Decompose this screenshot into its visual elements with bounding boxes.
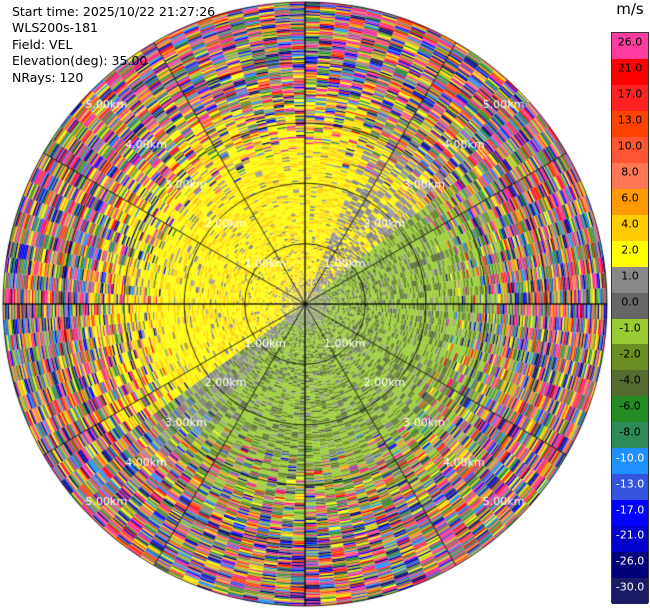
colorbar-unit: m/s — [616, 0, 644, 18]
colorbar-cell — [612, 422, 648, 449]
colorbar-cell — [612, 474, 648, 501]
colorbar-cell — [612, 240, 648, 268]
start-time: Start time: 2025/10/22 21:27:26 — [12, 4, 216, 19]
colorbar-cell — [612, 33, 648, 60]
colorbar-cell — [612, 84, 648, 112]
colorbar-cell — [612, 344, 648, 371]
colorbar-cell — [612, 292, 648, 319]
info-panel: Start time: 2025/10/22 21:27:26 WLS200s-1… — [12, 4, 215, 86]
colorbar-tick-label: -21.0 — [615, 528, 645, 542]
colorbar-tick-label: 17.0 — [617, 87, 643, 101]
colorbar-cell — [612, 552, 648, 579]
colorbar-cell — [612, 318, 648, 345]
colorbar-cell — [612, 526, 648, 553]
colorbar-cell — [612, 396, 648, 423]
nrays: NRays: 120 — [12, 69, 84, 85]
colorbar: 26.0 21.0 17.0 13.0 10.0 8.0 6.0 4.0 2.0 1.0 0.0 -1… — [611, 32, 649, 605]
colorbar-cell — [612, 578, 648, 605]
colorbar-tick-label: -8.0 — [619, 425, 641, 439]
field-name: Field: VEL — [12, 36, 73, 52]
colorbar-cell — [612, 110, 648, 138]
colorbar-tick-label: -4.0 — [619, 373, 641, 387]
station-name: WLS200s-181 — [12, 20, 98, 36]
colorbar-tick-label: 13.0 — [617, 113, 643, 127]
colorbar-cell — [612, 370, 648, 397]
colorbar-cell — [612, 448, 648, 475]
colorbar-tick-label: -1.0 — [619, 321, 641, 335]
colorbar-tick-label: -2.0 — [619, 347, 641, 361]
colorbar-tick-label: -13.0 — [615, 477, 645, 491]
colorbar-cell — [612, 266, 648, 294]
colorbar-cell — [612, 188, 648, 216]
colorbar-tick-label: 10.0 — [617, 139, 643, 153]
colorbar-tick-label: 26.0 — [617, 35, 643, 49]
colorbar-tick-label: 0.0 — [621, 295, 639, 309]
colorbar-tick-label: -10.0 — [615, 451, 645, 465]
colorbar-tick-label: 8.0 — [621, 165, 639, 179]
colorbar-tick-label: -17.0 — [615, 503, 645, 517]
colorbar-cell — [612, 214, 648, 242]
colorbar-tick-label: -6.0 — [619, 399, 641, 413]
colorbar-tick-label: 2.0 — [621, 243, 639, 257]
colorbar-cell — [612, 500, 648, 527]
colorbar-tick-label: -30.0 — [615, 580, 645, 594]
colorbar-tick-label: 1.0 — [621, 269, 639, 283]
colorbar-cell — [612, 162, 648, 190]
colorbar-tick-label: 21.0 — [617, 61, 643, 75]
colorbar-cell — [612, 136, 648, 164]
elevation: Elevation(deg): 35.00 — [12, 53, 148, 69]
colorbar-tick-label: -26.0 — [615, 554, 645, 568]
colorbar-tick-label: 4.0 — [621, 217, 639, 231]
colorbar-cell — [612, 58, 648, 86]
colorbar-tick-label: 6.0 — [621, 191, 639, 205]
